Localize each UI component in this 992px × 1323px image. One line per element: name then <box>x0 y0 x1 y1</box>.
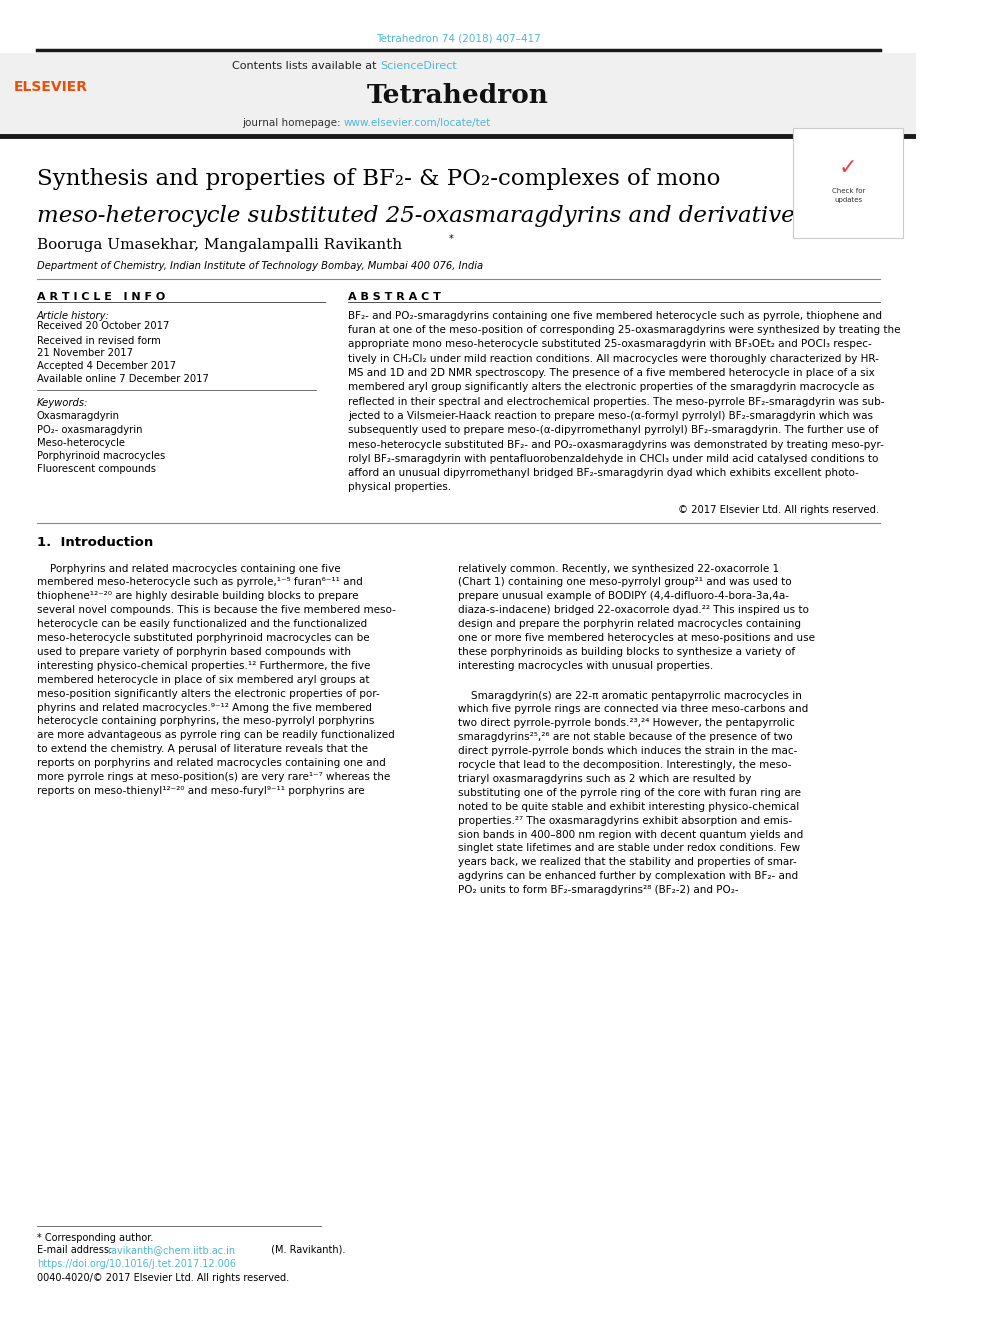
Text: afford an unusual dipyrromethanyl bridged BF₂-smaragdyrin dyad which exhibits ex: afford an unusual dipyrromethanyl bridge… <box>348 468 859 478</box>
Text: thiophene¹²⁻²⁰ are highly desirable building blocks to prepare: thiophene¹²⁻²⁰ are highly desirable buil… <box>37 591 358 602</box>
Text: heterocycle containing porphyrins, the meso-pyrrolyl porphyrins: heterocycle containing porphyrins, the m… <box>37 717 374 726</box>
Text: phyrins and related macrocycles.⁹⁻¹² Among the five membered: phyrins and related macrocycles.⁹⁻¹² Amo… <box>37 703 372 713</box>
Text: ScienceDirect: ScienceDirect <box>380 61 457 71</box>
Text: diaza-s-indacene) bridged 22-oxacorrole dyad.²² This inspired us to: diaza-s-indacene) bridged 22-oxacorrole … <box>458 606 808 615</box>
Text: ravikanth@chem.iitb.ac.in: ravikanth@chem.iitb.ac.in <box>107 1245 235 1256</box>
Text: (M. Ravikanth).: (M. Ravikanth). <box>269 1245 346 1256</box>
Text: rolyl BF₂-smaragdyrin with pentafluorobenzaldehyde in CHCl₃ under mild acid cata: rolyl BF₂-smaragdyrin with pentafluorobe… <box>348 454 879 464</box>
Text: Article history:: Article history: <box>37 311 109 321</box>
Text: design and prepare the porphyrin related macrocycles containing: design and prepare the porphyrin related… <box>458 619 802 630</box>
Text: Oxasmaragdyrin: Oxasmaragdyrin <box>37 411 120 422</box>
Text: A R T I C L E   I N F O: A R T I C L E I N F O <box>37 292 165 303</box>
Text: properties.²⁷ The oxasmaragdyrins exhibit absorption and emis-: properties.²⁷ The oxasmaragdyrins exhibi… <box>458 815 793 826</box>
Text: meso-heterocycle substituted porphyrinoid macrocycles can be: meso-heterocycle substituted porphyrinoi… <box>37 634 369 643</box>
Text: smaragdyrins²⁵,²⁶ are not stable because of the presence of two: smaragdyrins²⁵,²⁶ are not stable because… <box>458 733 793 742</box>
Text: membered aryl group significantly alters the electronic properties of the smarag: membered aryl group significantly alters… <box>348 382 875 393</box>
Text: more pyrrole rings at meso-position(s) are very rare¹⁻⁷ whereas the: more pyrrole rings at meso-position(s) a… <box>37 773 390 782</box>
Text: Smaragdyrin(s) are 22-π aromatic pentapyrrolic macrocycles in: Smaragdyrin(s) are 22-π aromatic pentapy… <box>458 691 802 701</box>
Text: membered meso-heterocycle such as pyrrole,¹⁻⁵ furan⁶⁻¹¹ and: membered meso-heterocycle such as pyrrol… <box>37 577 362 587</box>
Text: ✓: ✓ <box>839 157 858 179</box>
Text: direct pyrrole-pyrrole bonds which induces the strain in the mac-: direct pyrrole-pyrrole bonds which induc… <box>458 746 798 757</box>
Text: years back, we realized that the stability and properties of smar-: years back, we realized that the stabili… <box>458 857 797 868</box>
Text: Tetrahedron 74 (2018) 407–417: Tetrahedron 74 (2018) 407–417 <box>376 33 541 44</box>
Text: Received in revised form: Received in revised form <box>37 336 161 347</box>
Text: Received 20 October 2017: Received 20 October 2017 <box>37 321 169 332</box>
Text: heterocycle can be easily functionalized and the functionalized: heterocycle can be easily functionalized… <box>37 619 367 630</box>
Text: © 2017 Elsevier Ltd. All rights reserved.: © 2017 Elsevier Ltd. All rights reserved… <box>679 505 880 516</box>
Text: Synthesis and properties of BF₂- & PO₂-complexes of mono: Synthesis and properties of BF₂- & PO₂-c… <box>37 168 720 191</box>
Text: subsequently used to prepare meso-(α-dipyrromethanyl pyrrolyl) BF₂-smaragdyrin. : subsequently used to prepare meso-(α-dip… <box>348 425 879 435</box>
Text: www.elsevier.com/locate/tet: www.elsevier.com/locate/tet <box>343 118 491 128</box>
Text: updates: updates <box>834 197 862 202</box>
Text: (Chart 1) containing one meso-pyrrolyl group²¹ and was used to: (Chart 1) containing one meso-pyrrolyl g… <box>458 577 792 587</box>
FancyBboxPatch shape <box>0 53 917 136</box>
Text: meso-heterocycle substituted 25-oxasmaragdyrins and derivatives: meso-heterocycle substituted 25-oxasmara… <box>37 205 806 228</box>
Text: meso-heterocycle substituted BF₂- and PO₂-oxasmaragdyrins was demonstrated by tr: meso-heterocycle substituted BF₂- and PO… <box>348 439 884 450</box>
Text: prepare unusual example of BODIPY (4,4-difluoro-4-bora-3a,4a-: prepare unusual example of BODIPY (4,4-d… <box>458 591 789 602</box>
Text: noted to be quite stable and exhibit interesting physico-chemical: noted to be quite stable and exhibit int… <box>458 802 800 812</box>
Text: Tetrahedron: Tetrahedron <box>367 83 549 107</box>
Text: used to prepare variety of porphyrin based compounds with: used to prepare variety of porphyrin bas… <box>37 647 350 658</box>
Text: Meso-heterocycle: Meso-heterocycle <box>37 438 125 448</box>
Text: Check for: Check for <box>831 188 865 193</box>
Text: reports on porphyrins and related macrocycles containing one and: reports on porphyrins and related macroc… <box>37 758 386 769</box>
Text: MS and 1D and 2D NMR spectroscopy. The presence of a five membered heterocycle i: MS and 1D and 2D NMR spectroscopy. The p… <box>348 368 875 378</box>
Text: tively in CH₂Cl₂ under mild reaction conditions. All macrocycles were thoroughly: tively in CH₂Cl₂ under mild reaction con… <box>348 353 879 364</box>
Text: Fluorescent compounds: Fluorescent compounds <box>37 464 156 475</box>
Text: Department of Chemistry, Indian Institute of Technology Bombay, Mumbai 400 076, : Department of Chemistry, Indian Institut… <box>37 261 483 271</box>
Text: triaryl oxasmaragdyrins such as 2 which are resulted by: triaryl oxasmaragdyrins such as 2 which … <box>458 774 752 785</box>
Text: several novel compounds. This is because the five membered meso-: several novel compounds. This is because… <box>37 606 396 615</box>
Text: furan at one of the meso-position of corresponding 25-oxasmaragdyrins were synth: furan at one of the meso-position of cor… <box>348 325 901 335</box>
Text: one or more five membered heterocycles at meso-positions and use: one or more five membered heterocycles a… <box>458 634 815 643</box>
Text: E-mail address:: E-mail address: <box>37 1245 115 1256</box>
Text: https://doi.org/10.1016/j.tet.2017.12.006: https://doi.org/10.1016/j.tet.2017.12.00… <box>37 1259 236 1270</box>
Text: two direct pyrrole-pyrrole bonds.²³,²⁴ However, the pentapyrrolic: two direct pyrrole-pyrrole bonds.²³,²⁴ H… <box>458 718 795 729</box>
Text: * Corresponding author.: * Corresponding author. <box>37 1233 153 1244</box>
Text: ELSEVIER: ELSEVIER <box>13 81 87 94</box>
Text: Porphyrins and related macrocycles containing one five: Porphyrins and related macrocycles conta… <box>37 564 340 574</box>
Text: relatively common. Recently, we synthesized 22-oxacorrole 1: relatively common. Recently, we synthesi… <box>458 564 779 574</box>
FancyBboxPatch shape <box>794 128 904 238</box>
Text: A B S T R A C T: A B S T R A C T <box>348 292 441 303</box>
Text: *: * <box>449 234 453 245</box>
Text: reports on meso-thienyl¹²⁻²⁰ and meso-furyl⁹⁻¹¹ porphyrins are: reports on meso-thienyl¹²⁻²⁰ and meso-fu… <box>37 786 364 796</box>
Text: sion bands in 400–800 nm region with decent quantum yields and: sion bands in 400–800 nm region with dec… <box>458 830 804 840</box>
Text: which five pyrrole rings are connected via three meso-carbons and: which five pyrrole rings are connected v… <box>458 704 808 714</box>
Text: to extend the chemistry. A perusal of literature reveals that the: to extend the chemistry. A perusal of li… <box>37 744 368 754</box>
Text: these porphyrinoids as building blocks to synthesize a variety of: these porphyrinoids as building blocks t… <box>458 647 796 658</box>
Text: membered heterocycle in place of six membered aryl groups at: membered heterocycle in place of six mem… <box>37 675 369 685</box>
Text: agdyrins can be enhanced further by complexation with BF₂- and: agdyrins can be enhanced further by comp… <box>458 872 799 881</box>
Text: Contents lists available at: Contents lists available at <box>232 61 380 71</box>
Text: substituting one of the pyrrole ring of the core with furan ring are: substituting one of the pyrrole ring of … <box>458 787 802 798</box>
Text: physical properties.: physical properties. <box>348 483 451 492</box>
Text: appropriate mono meso-heterocycle substituted 25-oxasmaragdyrin with BF₃OEt₂ and: appropriate mono meso-heterocycle substi… <box>348 340 872 349</box>
Text: PO₂- oxasmaragdyrin: PO₂- oxasmaragdyrin <box>37 425 142 435</box>
Text: meso-position significantly alters the electronic properties of por-: meso-position significantly alters the e… <box>37 689 379 699</box>
Text: 21 November 2017: 21 November 2017 <box>37 348 133 359</box>
Text: jected to a Vilsmeier-Haack reaction to prepare meso-(α-formyl pyrrolyl) BF₂-sma: jected to a Vilsmeier-Haack reaction to … <box>348 411 873 421</box>
Text: Porphyrinoid macrocycles: Porphyrinoid macrocycles <box>37 451 165 462</box>
Text: Accepted 4 December 2017: Accepted 4 December 2017 <box>37 361 176 372</box>
Text: 1.  Introduction: 1. Introduction <box>37 536 153 549</box>
Text: rocycle that lead to the decomposition. Interestingly, the meso-: rocycle that lead to the decomposition. … <box>458 759 792 770</box>
Text: Booruga Umasekhar, Mangalampalli Ravikanth: Booruga Umasekhar, Mangalampalli Ravikan… <box>37 238 402 253</box>
Text: PO₂ units to form BF₂-smaragdyrins²⁸ (BF₂-2) and PO₂-: PO₂ units to form BF₂-smaragdyrins²⁸ (BF… <box>458 885 739 896</box>
Text: 0040-4020/© 2017 Elsevier Ltd. All rights reserved.: 0040-4020/© 2017 Elsevier Ltd. All right… <box>37 1273 289 1283</box>
Text: interesting macrocycles with unusual properties.: interesting macrocycles with unusual pro… <box>458 662 713 671</box>
Text: BF₂- and PO₂-smaragdyrins containing one five membered heterocycle such as pyrro: BF₂- and PO₂-smaragdyrins containing one… <box>348 311 882 321</box>
Text: singlet state lifetimes and are stable under redox conditions. Few: singlet state lifetimes and are stable u… <box>458 844 801 853</box>
Text: interesting physico-chemical properties.¹² Furthermore, the five: interesting physico-chemical properties.… <box>37 662 370 671</box>
Text: journal homepage:: journal homepage: <box>242 118 343 128</box>
Text: are more advantageous as pyrrole ring can be readily functionalized: are more advantageous as pyrrole ring ca… <box>37 730 395 741</box>
Text: reflected in their spectral and electrochemical properties. The meso-pyrrole BF₂: reflected in their spectral and electroc… <box>348 397 885 406</box>
Text: Available online 7 December 2017: Available online 7 December 2017 <box>37 374 208 385</box>
Text: Keywords:: Keywords: <box>37 398 88 409</box>
